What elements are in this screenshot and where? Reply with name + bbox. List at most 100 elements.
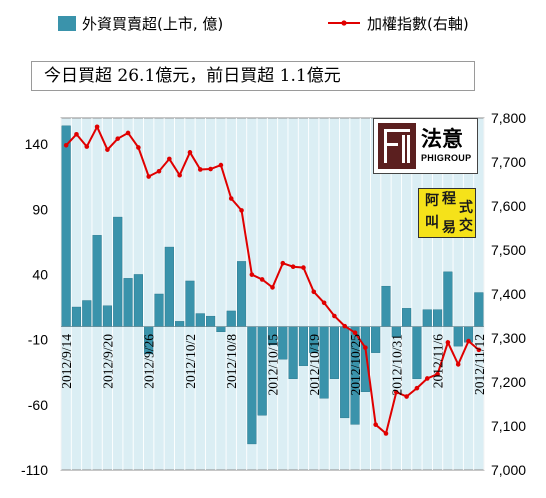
line-point: [105, 147, 110, 152]
line-point: [94, 124, 100, 130]
legend-line-marker: [341, 20, 347, 26]
x-tick-label: 2012/10/31: [389, 334, 404, 396]
bar: [175, 321, 185, 327]
bar: [102, 305, 112, 327]
y-tick-label: -10: [28, 332, 48, 348]
seal-char: 易: [442, 220, 456, 236]
line-point: [63, 142, 69, 148]
line-point: [476, 347, 482, 353]
bar: [433, 309, 443, 327]
bar: [236, 261, 247, 327]
line-point: [280, 260, 286, 266]
seal-char: 式: [459, 200, 473, 216]
bar: [92, 235, 102, 327]
line-point: [352, 330, 358, 336]
line-point: [383, 431, 389, 436]
x-tick-label: 2012/10/2: [183, 334, 198, 389]
line-point: [187, 150, 193, 155]
x-tick-label: 2012/10/15: [266, 334, 281, 396]
line-point: [394, 389, 399, 395]
y-tick-label: -60: [28, 397, 48, 413]
bar: [61, 125, 71, 327]
x-tick-label: 2012/9/26: [142, 334, 157, 389]
gridlines: [60, 118, 485, 470]
bar: [381, 285, 391, 327]
x-tick-label: 2012/10/25: [348, 334, 363, 396]
line-point: [177, 172, 182, 178]
line-point: [414, 385, 420, 391]
line-point: [208, 166, 213, 172]
y2-tick-label: 7,200: [491, 374, 526, 390]
y2-tick-label: 7,600: [491, 198, 526, 214]
summary-box: 今日買超 26.1億元，前日買超 1.1億元: [31, 61, 475, 91]
bar: [329, 326, 339, 379]
logo-name: 法意: [421, 127, 463, 151]
line-point: [228, 196, 234, 201]
line-point: [115, 136, 121, 141]
x-tick-label: 2012/10/8: [224, 334, 239, 389]
y2-tick-label: 7,700: [491, 154, 526, 170]
seal-char: 阿: [425, 193, 439, 209]
line-point: [455, 362, 461, 367]
y2-tick-label: 7,500: [491, 242, 526, 258]
bar: [402, 308, 412, 327]
seal-char: 交: [459, 218, 473, 234]
x-tick-label: 2012/11/6: [431, 334, 446, 389]
line-point: [404, 394, 409, 399]
bar: [422, 309, 432, 327]
y-axis-right: 7,800 7,700 7,600 7,500 7,400 7,300 7,200 7,100…: [491, 110, 526, 478]
bar: [185, 280, 195, 327]
bar: [154, 293, 164, 327]
line-point: [239, 208, 244, 213]
y2-tick-label: 7,100: [491, 418, 526, 434]
line-point: [424, 376, 430, 381]
bar: [133, 274, 143, 327]
line-point: [466, 338, 471, 344]
line-point: [74, 131, 79, 137]
line-point: [290, 264, 296, 270]
x-tick-label: 2012/9/20: [100, 334, 115, 389]
bar: [474, 292, 484, 327]
y-tick-label: -110: [21, 462, 48, 478]
bar: [288, 326, 298, 379]
legend-bar-label: 外資買賣超(上市, 億): [82, 15, 223, 33]
phigroup-logo-icon: [378, 123, 416, 169]
bar: [113, 216, 123, 327]
line-point: [301, 265, 306, 270]
line-point: [311, 289, 317, 295]
y2-tick-label: 7,300: [491, 330, 526, 346]
legend-line-label: 加權指數(右軸): [367, 15, 469, 33]
summary-text: 今日買超 26.1億元，前日買超 1.1億元: [44, 66, 341, 86]
line-series: [63, 124, 482, 436]
y-tick-label: 40: [32, 266, 48, 282]
line-point: [321, 300, 327, 306]
legend: 外資買賣超(上市, 億) 加權指數(右軸): [58, 15, 469, 33]
line-point: [373, 422, 378, 427]
line-point: [259, 277, 265, 282]
phigroup-logo: 法意 PHIGROUP: [373, 118, 478, 174]
line-point: [197, 167, 203, 172]
line-point: [167, 156, 172, 162]
bar: [195, 313, 205, 327]
bar: [453, 326, 463, 347]
bar: [216, 326, 226, 333]
bar: [412, 326, 422, 379]
bar: [123, 278, 133, 327]
y-axis-left: 140 90 40 -10 -60 -110: [21, 136, 48, 478]
bar: [443, 271, 453, 327]
bar: [71, 306, 82, 327]
line-point: [270, 285, 275, 290]
line-point: [136, 145, 141, 150]
line-point: [249, 272, 255, 277]
line-point: [125, 130, 131, 136]
bar: [247, 326, 257, 445]
line-point: [363, 345, 368, 350]
y2-tick-label: 7,400: [491, 286, 526, 302]
bar-series: [61, 125, 484, 445]
bar: [164, 246, 174, 327]
line-point: [218, 162, 224, 168]
x-tick-label: 2012/10/19: [307, 334, 322, 396]
legend-bar-swatch: [58, 16, 76, 31]
line-point: [84, 144, 90, 149]
